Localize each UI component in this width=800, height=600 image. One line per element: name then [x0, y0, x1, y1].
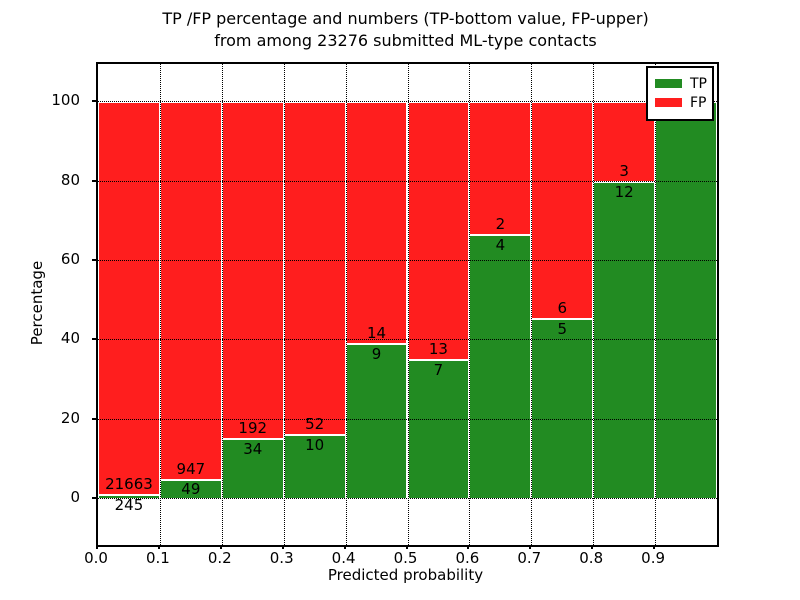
x-axis-label: Predicted probability	[327, 566, 484, 584]
legend-item-tp: TP	[655, 75, 707, 92]
v-gridline-0.3	[283, 64, 285, 545]
chart-title-line1: TP /FP percentage and numbers (TP-bottom…	[162, 9, 649, 28]
fp-count-label-0.2-0.3: 192	[238, 419, 268, 438]
bar-segment-tp-0.7-0.8	[531, 318, 594, 500]
plot-area: 216632459474919234521014913724653129 TP …	[96, 62, 719, 547]
bar-segment-fp-0.5-0.6	[407, 102, 470, 361]
xtick-mark-0.2	[219, 545, 222, 549]
xtick-mark-0.1	[157, 545, 160, 549]
v-gridline-0.7	[531, 64, 533, 545]
fp-count-label-0.6-0.7: 2	[495, 214, 506, 233]
xtick-0.9: 0.9	[641, 549, 666, 567]
ytick-mark-0	[92, 497, 96, 499]
xtick-0.4: 0.4	[331, 549, 356, 567]
ytick-100: 100	[51, 91, 80, 110]
bar-segment-tp-0.6-0.7	[469, 234, 532, 500]
xtick-mark-0.6	[467, 545, 470, 549]
legend-label-tp: TP	[690, 75, 707, 92]
legend-item-fp: FP	[655, 94, 707, 111]
chart-title: TP /FP percentage and numbers (TP-bottom…	[96, 8, 715, 52]
xtick-mark-0.9	[653, 545, 656, 549]
bar-segment-fp-0.4-0.5	[345, 102, 408, 344]
tp-count-label-0.4-0.5: 9	[371, 344, 382, 363]
xtick-0.0: 0.0	[84, 549, 108, 567]
xtick-mark-0.3	[281, 545, 284, 549]
bar-segment-fp-0.2-0.3	[221, 102, 284, 440]
xtick-0.1: 0.1	[145, 549, 170, 567]
tp-count-label-0.6-0.7: 4	[495, 235, 506, 254]
bar-segment-fp-0.7-0.8	[531, 102, 594, 319]
fp-count-label-0.4-0.5: 14	[367, 323, 387, 342]
chart-title-line2: from among 23276 submitted ML-type conta…	[214, 31, 597, 50]
ytick-40: 40	[60, 329, 80, 348]
bar-segment-tp-0.8-0.9	[593, 181, 656, 500]
tp-count-label-0.1-0.2: 49	[181, 480, 201, 499]
fp-count-label-0.1-0.2: 947	[176, 459, 206, 478]
fp-count-label-0.0-0.1: 21663	[105, 474, 153, 493]
tp-count-label-0.0-0.1: 245	[114, 495, 144, 514]
v-gridline-0.1	[159, 64, 161, 545]
fp-count-label-0.8-0.9: 3	[619, 161, 629, 180]
xtick-mark-0.0	[96, 545, 98, 549]
bar-segment-tp-0.4-0.5	[345, 343, 408, 500]
xtick-0.7: 0.7	[517, 549, 542, 567]
tp-count-label-0.2-0.3: 34	[243, 440, 263, 459]
ytick-mark-80	[92, 179, 96, 182]
tp-color-swatch	[655, 79, 682, 88]
ytick-mark-60	[92, 259, 96, 262]
v-gridline-0.6	[469, 64, 471, 545]
fp-count-label-0.3-0.4: 52	[305, 415, 325, 434]
legend-label-fp: FP	[690, 94, 707, 111]
bar-segment-tp-0.9-1.0	[655, 102, 717, 500]
ytick-20: 20	[60, 408, 80, 427]
bar-segment-fp-0.0-0.1	[98, 102, 160, 495]
bar-segment-fp-0.3-0.4	[283, 102, 346, 436]
v-gridline-0.5	[407, 64, 409, 545]
legend: TP FP	[646, 66, 714, 121]
tp-count-label-0.8-0.9: 12	[614, 182, 634, 201]
tp-count-label-0.7-0.8: 5	[557, 319, 568, 338]
xtick-0.8: 0.8	[579, 549, 604, 567]
bar-segment-tp-0.5-0.6	[407, 360, 470, 500]
ytick-mark-40	[92, 338, 96, 341]
fp-count-label-0.7-0.8: 6	[557, 298, 568, 317]
xtick-mark-0.8	[591, 545, 594, 549]
xtick-mark-0.7	[529, 545, 532, 549]
fp-count-label-0.5-0.6: 13	[428, 340, 448, 359]
y-axis-tick-labels: 0 20 40 60 80 100	[0, 62, 88, 543]
bar-segment-fp-0.1-0.2	[159, 102, 222, 480]
xtick-0.5: 0.5	[393, 549, 418, 567]
ytick-0: 0	[70, 488, 80, 506]
xtick-mark-0.5	[405, 545, 408, 549]
ytick-80: 80	[60, 170, 80, 189]
v-gridline-0.8	[593, 64, 595, 545]
tp-count-label-0.5-0.6: 7	[433, 361, 444, 380]
tp-count-label-0.3-0.4: 10	[305, 436, 325, 455]
xtick-0.6: 0.6	[455, 549, 480, 567]
ytick-mark-20	[92, 417, 96, 420]
v-gridline-0.9	[655, 64, 657, 545]
xtick-0.2: 0.2	[207, 549, 232, 567]
fp-color-swatch	[655, 98, 682, 107]
ytick-60: 60	[60, 250, 80, 269]
xtick-0.3: 0.3	[269, 549, 294, 567]
xtick-mark-0.4	[343, 545, 346, 549]
v-gridline-0.4	[345, 64, 347, 545]
v-gridline-0.2	[221, 64, 223, 545]
x-axis-tick-labels: 0.0 0.1 0.2 0.3 0.4 0.5 0.6 0.7 0.8 0.9	[84, 549, 715, 567]
ytick-mark-100	[92, 100, 96, 103]
